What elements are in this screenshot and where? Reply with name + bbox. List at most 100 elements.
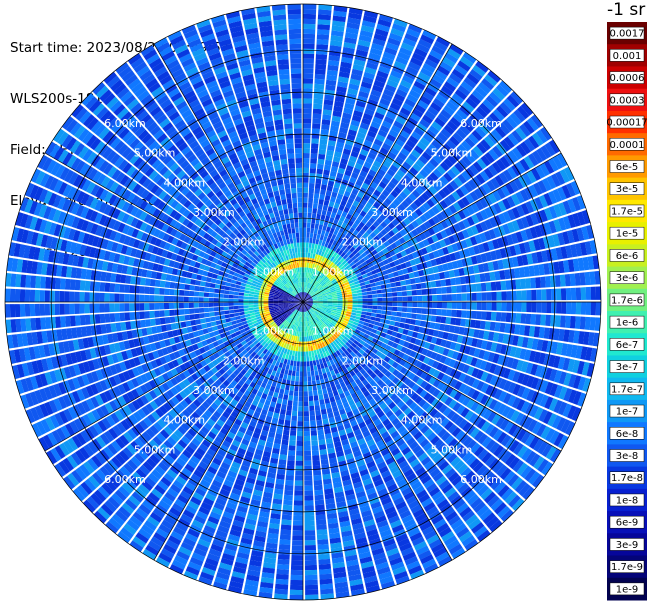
range-bin <box>365 487 376 496</box>
range-bin <box>426 295 433 302</box>
range-bin <box>336 501 347 508</box>
range-bin <box>431 514 444 525</box>
range-bin <box>363 178 372 186</box>
range-bin <box>260 364 266 371</box>
range-bin <box>418 269 425 277</box>
range-bin <box>379 414 388 423</box>
range-bin <box>337 167 346 175</box>
range-bin <box>338 162 347 170</box>
range-bin <box>327 304 333 307</box>
range-bin <box>364 482 375 491</box>
range-bin <box>174 498 187 509</box>
range-bin <box>411 366 420 375</box>
range-bin <box>562 216 572 230</box>
range-bin <box>397 84 410 94</box>
range-bin <box>340 346 347 352</box>
range-bin <box>303 227 307 233</box>
range-bin <box>259 413 267 421</box>
range-bin <box>376 232 384 239</box>
range-bin <box>303 292 305 298</box>
range-bin <box>315 310 320 314</box>
range-bin <box>316 419 323 426</box>
range-bin <box>337 366 343 373</box>
range-bin <box>367 386 375 394</box>
range-bin <box>363 10 379 19</box>
range-bin <box>311 445 319 451</box>
range-bin <box>267 368 273 375</box>
range-bin <box>224 506 236 515</box>
range-bin <box>323 285 329 290</box>
range-bin <box>315 58 327 65</box>
range-bin <box>212 457 222 466</box>
range-bin <box>376 379 384 387</box>
range-bin <box>426 431 437 442</box>
range-bin <box>450 317 457 325</box>
range-bin <box>301 306 303 312</box>
range-bin <box>333 10 347 18</box>
range-bin <box>491 302 497 311</box>
range-bin <box>330 289 336 293</box>
range-bin <box>304 510 315 516</box>
range-bin <box>541 340 549 352</box>
range-bin <box>373 189 382 197</box>
range-bin <box>403 143 413 153</box>
range-bin <box>381 189 390 198</box>
range-bin <box>506 234 514 246</box>
range-bin <box>488 205 498 216</box>
range-bin <box>549 430 560 445</box>
range-bin <box>393 60 407 70</box>
range-bin <box>396 400 405 409</box>
range-bin <box>354 455 364 463</box>
range-bin <box>425 161 436 172</box>
range-bin <box>534 196 544 210</box>
range-bin <box>314 400 320 406</box>
range-bin <box>303 78 314 84</box>
range-bin <box>307 296 312 300</box>
range-bin <box>461 140 472 152</box>
range-bin <box>196 465 207 475</box>
range-bin <box>399 129 410 139</box>
range-bin <box>313 469 322 476</box>
range-bin <box>548 220 557 234</box>
range-bin <box>465 167 475 179</box>
range-bin <box>411 149 421 159</box>
range-bin <box>458 267 465 276</box>
range-bin <box>191 519 205 529</box>
range-bin <box>473 430 484 442</box>
range-bin <box>209 461 220 471</box>
range-bin <box>362 451 372 460</box>
range-bin <box>584 241 593 255</box>
range-bin <box>426 198 435 208</box>
range-bin <box>185 566 200 576</box>
range-bin <box>293 500 303 506</box>
range-bin <box>533 182 543 196</box>
range-bin <box>261 572 275 579</box>
range-bin <box>576 360 585 375</box>
range-bin <box>536 129 548 144</box>
range-bin <box>380 332 387 338</box>
range-bin <box>296 331 299 337</box>
range-bin <box>401 446 412 456</box>
range-bin <box>303 187 309 193</box>
range-bin <box>294 315 297 321</box>
range-bin <box>271 342 276 348</box>
range-bin <box>406 284 412 291</box>
range-bin <box>359 29 374 38</box>
range-bin <box>493 215 502 226</box>
range-bin <box>303 68 314 74</box>
range-bin <box>313 474 322 481</box>
range-bin <box>395 252 403 259</box>
range-bin <box>319 287 324 292</box>
range-bin <box>477 263 485 273</box>
range-bin <box>395 264 402 271</box>
range-bin <box>371 290 378 295</box>
range-bin <box>324 356 330 363</box>
range-bin <box>367 492 378 500</box>
range-bin <box>439 272 446 280</box>
range-bin <box>488 148 499 161</box>
range-bin <box>457 482 470 494</box>
range-bin <box>313 395 319 401</box>
range-bin <box>451 191 461 201</box>
range-bin <box>360 81 373 89</box>
range-bin <box>362 413 371 422</box>
